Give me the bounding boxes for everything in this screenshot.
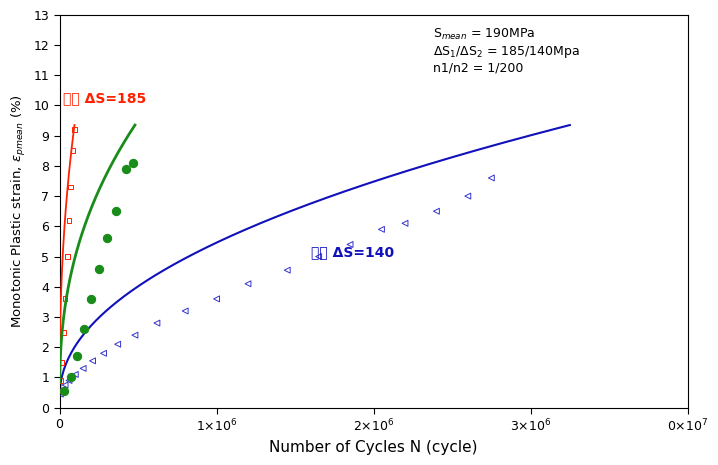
Point bbox=[376, 226, 387, 233]
Point bbox=[60, 295, 71, 303]
Point bbox=[63, 377, 75, 384]
Point bbox=[112, 340, 123, 348]
Point bbox=[98, 350, 109, 357]
Point bbox=[65, 374, 76, 381]
Point bbox=[101, 235, 113, 242]
Point bbox=[65, 183, 77, 191]
Point bbox=[462, 193, 474, 200]
Y-axis label: Monotonic Plastic strain, $\varepsilon_{pmean}$ (%): Monotonic Plastic strain, $\varepsilon_{… bbox=[10, 94, 28, 328]
Point bbox=[71, 352, 83, 360]
Point bbox=[55, 391, 66, 398]
Point bbox=[485, 174, 497, 182]
Point bbox=[70, 371, 81, 378]
Point bbox=[431, 207, 442, 215]
Point bbox=[211, 295, 223, 303]
Point bbox=[56, 359, 67, 366]
Point bbox=[57, 328, 69, 336]
Text: 일정 ΔS=185: 일정 ΔS=185 bbox=[63, 92, 146, 106]
Point bbox=[87, 357, 98, 365]
Point bbox=[57, 386, 68, 393]
Point bbox=[345, 241, 356, 248]
X-axis label: Number of Cycles N (cycle): Number of Cycles N (cycle) bbox=[269, 440, 478, 455]
Point bbox=[93, 265, 105, 272]
Point bbox=[151, 319, 163, 327]
Point bbox=[242, 280, 253, 287]
Text: 일정 ΔS=140: 일정 ΔS=140 bbox=[311, 246, 394, 259]
Point bbox=[67, 147, 79, 154]
Point bbox=[55, 377, 67, 384]
Point bbox=[55, 387, 66, 395]
Point bbox=[68, 126, 80, 133]
Point bbox=[59, 387, 70, 395]
Point bbox=[313, 253, 325, 260]
Point bbox=[281, 266, 293, 274]
Point bbox=[399, 219, 411, 227]
Point bbox=[60, 381, 71, 389]
Text: S$_{mean}$ = 190MPa
$\Delta$S$_{1}$/$\Delta$S$_{2}$ = 185/140Mpa
n1/n2 = 1/200: S$_{mean}$ = 190MPa $\Delta$S$_{1}$/$\De… bbox=[433, 27, 580, 75]
Point bbox=[128, 159, 139, 166]
Point bbox=[78, 365, 89, 372]
Point bbox=[85, 295, 97, 303]
Point bbox=[63, 217, 75, 224]
Point bbox=[111, 207, 122, 215]
Point bbox=[180, 307, 191, 315]
Point bbox=[61, 253, 73, 260]
Point bbox=[120, 165, 131, 173]
Point bbox=[129, 332, 141, 339]
Point bbox=[78, 326, 90, 333]
